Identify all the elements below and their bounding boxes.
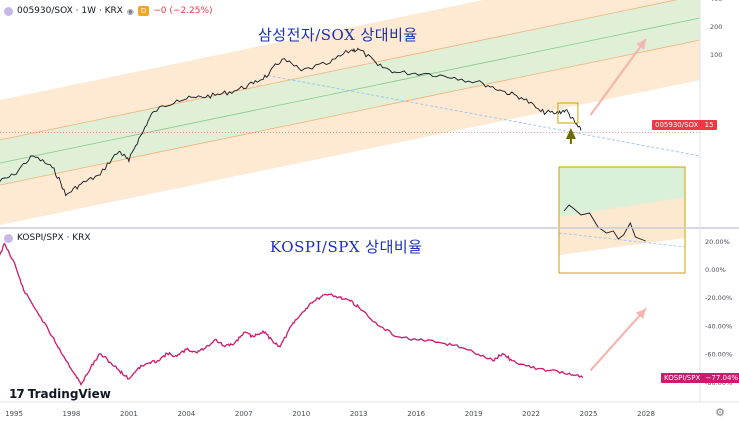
- projection-arrow-top-shaft: [589, 38, 647, 116]
- x-tick: 2016: [407, 410, 425, 418]
- x-tick: 1995: [5, 410, 23, 418]
- x-tick: 2004: [177, 410, 195, 418]
- top-series: [0, 47, 582, 197]
- delay-badge: D: [137, 6, 150, 16]
- inset-series-line: [563, 204, 646, 242]
- x-tick: 1998: [63, 410, 81, 418]
- top-price-value: 15: [704, 121, 714, 129]
- bottom-panel-title: KOSPI/SPX 상대비율: [270, 238, 423, 256]
- bottom-symbol: KOSPI/SPX · KRX: [17, 233, 91, 243]
- x-tick: 2013: [350, 410, 368, 418]
- gear-icon[interactable]: ⚙: [715, 407, 725, 419]
- price-scale-bg: [700, 0, 739, 428]
- top-price-label: 005930/SOX: [655, 121, 699, 129]
- bottom-y-tick: -20.00%: [705, 294, 732, 302]
- projection-arrow-top: [589, 38, 647, 116]
- bottom-y-tick: 0.00%: [705, 266, 726, 274]
- projection-arrow-top-head: [636, 38, 646, 50]
- pointer-arrow-icon: [565, 127, 576, 139]
- symbol-icon: [4, 233, 13, 243]
- x-tick: 2001: [120, 410, 138, 418]
- bottom-series: [0, 242, 584, 387]
- x-tick: 2019: [465, 410, 483, 418]
- brand-label: TradingView: [27, 387, 111, 401]
- inset-inner-band: [559, 167, 685, 217]
- top-panel-title: 삼성전자/SOX 상대비율: [258, 26, 418, 44]
- channel-lower-line: [0, 39, 700, 186]
- bottom-price-tag: KOSPI/SPX −77.04%: [661, 373, 739, 383]
- top-price-tag: 005930/SOX 15: [652, 120, 717, 130]
- inset-border: [558, 166, 686, 274]
- top-y-tick: 200: [710, 23, 722, 31]
- tradingview-logo-icon: 17: [9, 387, 25, 401]
- bottom-y-tick: -40.00%: [705, 322, 732, 330]
- regression-channel: [0, 0, 700, 225]
- x-tick: 2025: [580, 410, 598, 418]
- channel-inner-band: [0, 0, 700, 185]
- projection-arrow-bottom-head: [635, 308, 646, 320]
- bottom-symbol-header[interactable]: KOSPI/SPX · KRX: [4, 233, 91, 243]
- eye-icon[interactable]: ◉: [126, 6, 134, 16]
- bottom-price-value: −77.04%: [705, 374, 739, 382]
- x-tick: 2022: [522, 410, 540, 418]
- top-series-line: [0, 47, 582, 197]
- x-tick: 2010: [292, 410, 310, 418]
- projection-arrow-bottom-shaft: [589, 307, 647, 372]
- projection-arrow-bottom: [589, 307, 647, 372]
- symbol-icon: [4, 6, 13, 16]
- x-tick: 2007: [235, 410, 253, 418]
- bottom-y-tick: 20.00%: [705, 238, 730, 246]
- tradingview-logo[interactable]: 17 TradingView: [9, 387, 111, 401]
- bottom-series-line: [0, 242, 584, 387]
- bottom-y-tick: -60.00%: [705, 351, 732, 359]
- annotations: [557, 38, 686, 372]
- top-change: −0 (−2.25%): [153, 6, 213, 16]
- top-symbol: 005930/SOX · 1W · KRX: [17, 6, 123, 16]
- channel-upper-line: [0, 0, 678, 141]
- top-y-tick: 400: [710, 0, 722, 3]
- trend-line: [262, 74, 700, 157]
- zoom-inset: [558, 166, 686, 274]
- channel-mid-line: [0, 17, 700, 164]
- top-symbol-header[interactable]: 005930/SOX · 1W · KRX ◉ D −0 (−2.25%): [4, 6, 213, 16]
- highlight-box-small: [557, 102, 579, 124]
- top-y-tick: 100: [710, 51, 722, 59]
- bottom-price-label: KOSPI/SPX: [664, 374, 701, 382]
- inset-trend-line: [558, 232, 686, 248]
- x-tick: 2028: [637, 410, 655, 418]
